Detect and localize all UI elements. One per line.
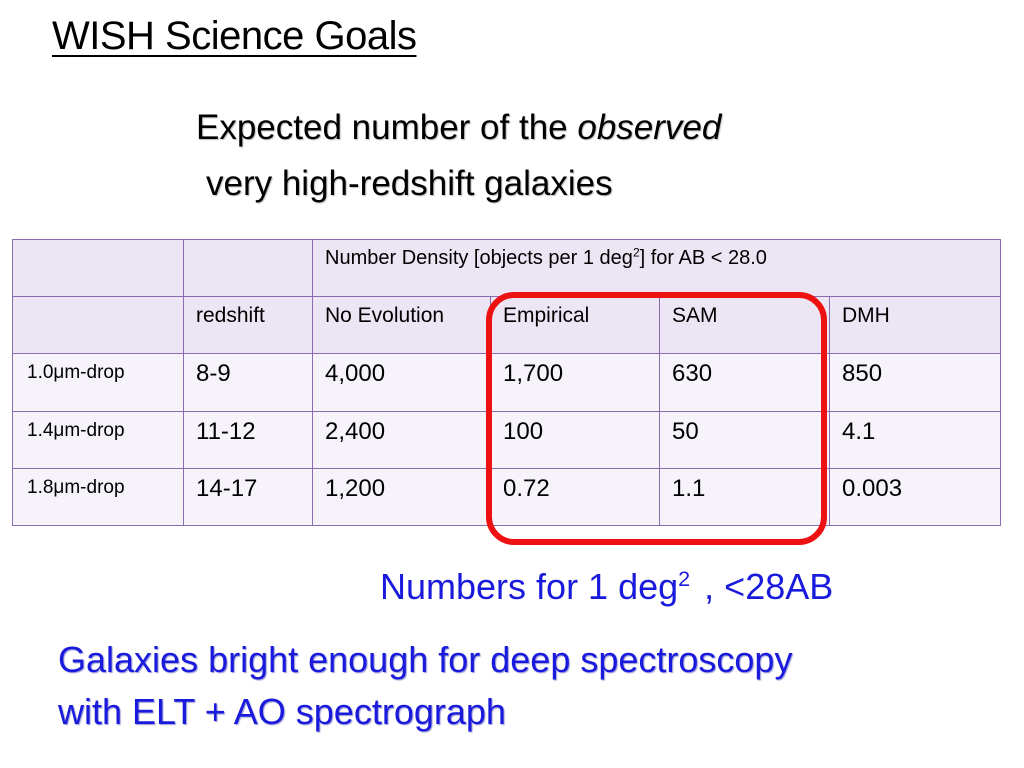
conclusion-text: Galaxies bright enough for deep spectros… [58,634,792,738]
redshift-cell: 14-17 [183,467,313,527]
col-header-dmh: DMH [829,296,1001,355]
col-header-no-evolution: No Evolution [312,296,491,355]
empty-cell [183,238,313,298]
table-row: 1.8μm-drop 14-17 1,200 0.72 1.1 0.003 [12,467,1001,527]
drop-band-cell: 1.4μm-drop [12,410,184,469]
drop-band-cell: 1.8μm-drop [12,467,184,527]
redshift-cell: 11-12 [183,410,313,469]
slide-subtitle: Expected number of the observed very hig… [196,100,721,212]
sam-cell: 50 [659,410,830,469]
redshift-cell: 8-9 [183,353,313,412]
table-row: 1.4μm-drop 11-12 2,400 100 50 4.1 [12,410,1001,469]
empirical-cell: 0.72 [490,467,660,527]
conclusion-line-2: with ELT + AO spectrograph [58,691,506,732]
col-header-redshift: redshift [183,296,313,355]
number-density-header: Number Density [objects per 1 deg2] for … [312,238,1001,298]
col-header-empirical: Empirical [490,296,660,355]
dmh-cell: 4.1 [829,410,1001,469]
empty-cell [12,296,184,355]
dmh-cell: 0.003 [829,467,1001,527]
sam-cell: 630 [659,353,830,412]
no-evolution-cell: 1,200 [312,467,491,527]
sam-cell: 1.1 [659,467,830,527]
empty-cell [12,238,184,298]
conclusion-line-1: Galaxies bright enough for deep spectros… [58,639,793,680]
dmh-cell: 850 [829,353,1001,412]
empirical-cell: 1,700 [490,353,660,412]
red-highlight-box [486,292,827,545]
table-column-header-row: redshift No Evolution Empirical SAM DMH [12,296,1001,355]
units-note: Numbers for 1 deg2, <28AB [380,566,834,607]
subtitle-line-2: very high-redshift galaxies [206,164,613,203]
no-evolution-cell: 4,000 [312,353,491,412]
slide-title: WISH Science Goals [52,14,417,58]
table-row: 1.0μm-drop 8-9 4,000 1,700 630 850 [12,353,1001,412]
drop-band-cell: 1.0μm-drop [12,353,184,412]
table-header-row: Number Density [objects per 1 deg2] for … [12,238,1001,298]
subtitle-line-1: Expected number of the observed [196,108,722,147]
no-evolution-cell: 2,400 [312,410,491,469]
empirical-cell: 100 [490,410,660,469]
col-header-sam: SAM [659,296,830,355]
